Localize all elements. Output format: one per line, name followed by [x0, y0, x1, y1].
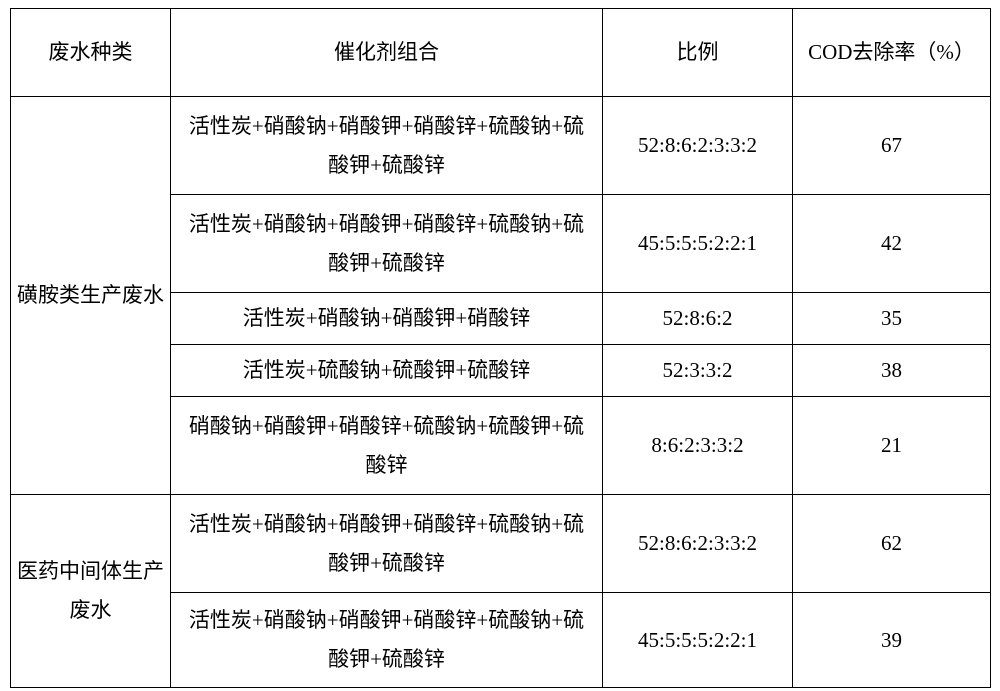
cell-catalyst: 活性炭+硝酸钠+硝酸钾+硝酸锌: [171, 293, 603, 345]
cell-catalyst: 活性炭+硝酸钠+硝酸钾+硝酸锌+硫酸钠+硫酸钾+硫酸锌: [171, 97, 603, 195]
cell-cod: 67: [793, 97, 991, 195]
cell-ratio: 52:8:6:2: [603, 293, 793, 345]
cell-cod: 42: [793, 195, 991, 293]
wastewater-catalyst-table: 废水种类 催化剂组合 比例 COD去除率（%） 磺胺类生产废水 活性炭+硝酸钠+…: [10, 8, 991, 688]
col-cod-removal: COD去除率（%）: [793, 9, 991, 97]
cell-cod: 62: [793, 495, 991, 593]
table-header-row: 废水种类 催化剂组合 比例 COD去除率（%）: [11, 9, 991, 97]
cell-catalyst: 硝酸钠+硝酸钾+硝酸锌+硫酸钠+硫酸钾+硫酸锌: [171, 397, 603, 495]
cell-ratio: 45:5:5:5:2:2:1: [603, 593, 793, 688]
cell-cod: 38: [793, 345, 991, 397]
cell-ratio: 52:8:6:2:3:3:2: [603, 495, 793, 593]
cell-cod: 39: [793, 593, 991, 688]
col-wastewater-type: 废水种类: [11, 9, 171, 97]
cell-ratio: 8:6:2:3:3:2: [603, 397, 793, 495]
cell-catalyst: 活性炭+硝酸钠+硝酸钾+硝酸锌+硫酸钠+硫酸钾+硫酸锌: [171, 495, 603, 593]
group-label: 医药中间体生产废水: [11, 495, 171, 688]
group-label: 磺胺类生产废水: [11, 97, 171, 495]
cell-ratio: 45:5:5:5:2:2:1: [603, 195, 793, 293]
cell-catalyst: 活性炭+硝酸钠+硝酸钾+硝酸锌+硫酸钠+硫酸钾+硫酸锌: [171, 195, 603, 293]
cell-ratio: 52:8:6:2:3:3:2: [603, 97, 793, 195]
cell-cod: 35: [793, 293, 991, 345]
cell-cod: 21: [793, 397, 991, 495]
cell-catalyst: 活性炭+硫酸钠+硫酸钾+硫酸锌: [171, 345, 603, 397]
col-ratio: 比例: [603, 9, 793, 97]
table-row: 医药中间体生产废水 活性炭+硝酸钠+硝酸钾+硝酸锌+硫酸钠+硫酸钾+硫酸锌 52…: [11, 495, 991, 593]
cell-catalyst: 活性炭+硝酸钠+硝酸钾+硝酸锌+硫酸钠+硫酸钾+硫酸锌: [171, 593, 603, 688]
col-catalyst-combo: 催化剂组合: [171, 9, 603, 97]
cell-ratio: 52:3:3:2: [603, 345, 793, 397]
table-row: 磺胺类生产废水 活性炭+硝酸钠+硝酸钾+硝酸锌+硫酸钠+硫酸钾+硫酸锌 52:8…: [11, 97, 991, 195]
